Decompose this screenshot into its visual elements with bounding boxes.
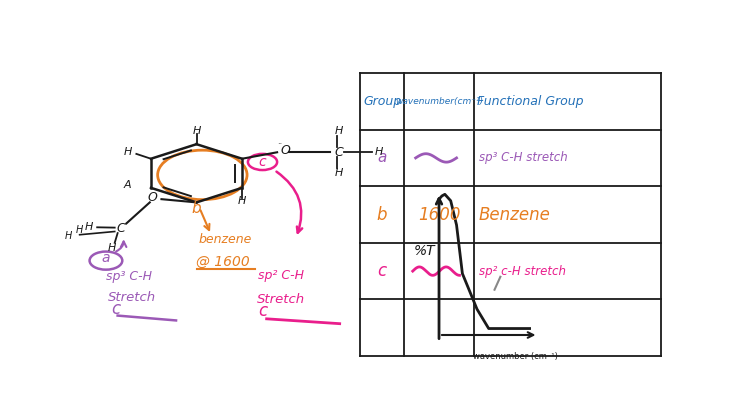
Text: wavenumber(cm⁻¹): wavenumber(cm⁻¹) <box>395 97 483 106</box>
Text: Group: Group <box>363 95 401 108</box>
Text: H: H <box>375 147 384 157</box>
Text: ··: ·· <box>277 140 283 149</box>
Text: O: O <box>148 191 158 204</box>
Text: Benzene: Benzene <box>479 205 550 223</box>
Text: a: a <box>377 150 387 165</box>
Text: C: C <box>334 146 343 159</box>
Text: H: H <box>238 196 247 206</box>
Text: b: b <box>377 205 388 223</box>
Text: a: a <box>102 251 110 265</box>
Text: c: c <box>112 300 121 318</box>
Text: H: H <box>76 225 84 235</box>
Text: H: H <box>334 168 342 178</box>
Text: Functional Group: Functional Group <box>477 95 584 108</box>
Text: b: b <box>192 201 201 216</box>
Text: ··: ·· <box>150 186 155 194</box>
Text: Stretch: Stretch <box>257 293 305 306</box>
Text: H: H <box>192 126 201 136</box>
Text: H: H <box>108 243 116 253</box>
Text: sp² C-H: sp² C-H <box>258 269 305 282</box>
Text: 1600: 1600 <box>418 205 460 223</box>
Text: sp³ C-H: sp³ C-H <box>106 270 152 283</box>
Text: c: c <box>258 302 267 320</box>
Text: H: H <box>334 126 342 136</box>
Text: C: C <box>116 222 125 235</box>
Text: H: H <box>84 222 93 232</box>
Text: H: H <box>64 231 72 241</box>
Text: A: A <box>124 180 131 189</box>
Text: benzene: benzene <box>199 233 253 246</box>
Text: %T: %T <box>414 244 435 258</box>
Text: H: H <box>124 147 132 157</box>
Text: O: O <box>281 144 291 157</box>
Text: sp² c-H stretch: sp² c-H stretch <box>479 265 566 278</box>
Text: wavenumber (cm⁻¹): wavenumber (cm⁻¹) <box>473 352 557 360</box>
Text: Stretch: Stretch <box>108 291 156 304</box>
Text: @ 1600: @ 1600 <box>196 255 250 269</box>
Text: sp³ C-H stretch: sp³ C-H stretch <box>479 152 568 165</box>
Text: c: c <box>378 262 387 280</box>
Text: c: c <box>259 155 266 169</box>
